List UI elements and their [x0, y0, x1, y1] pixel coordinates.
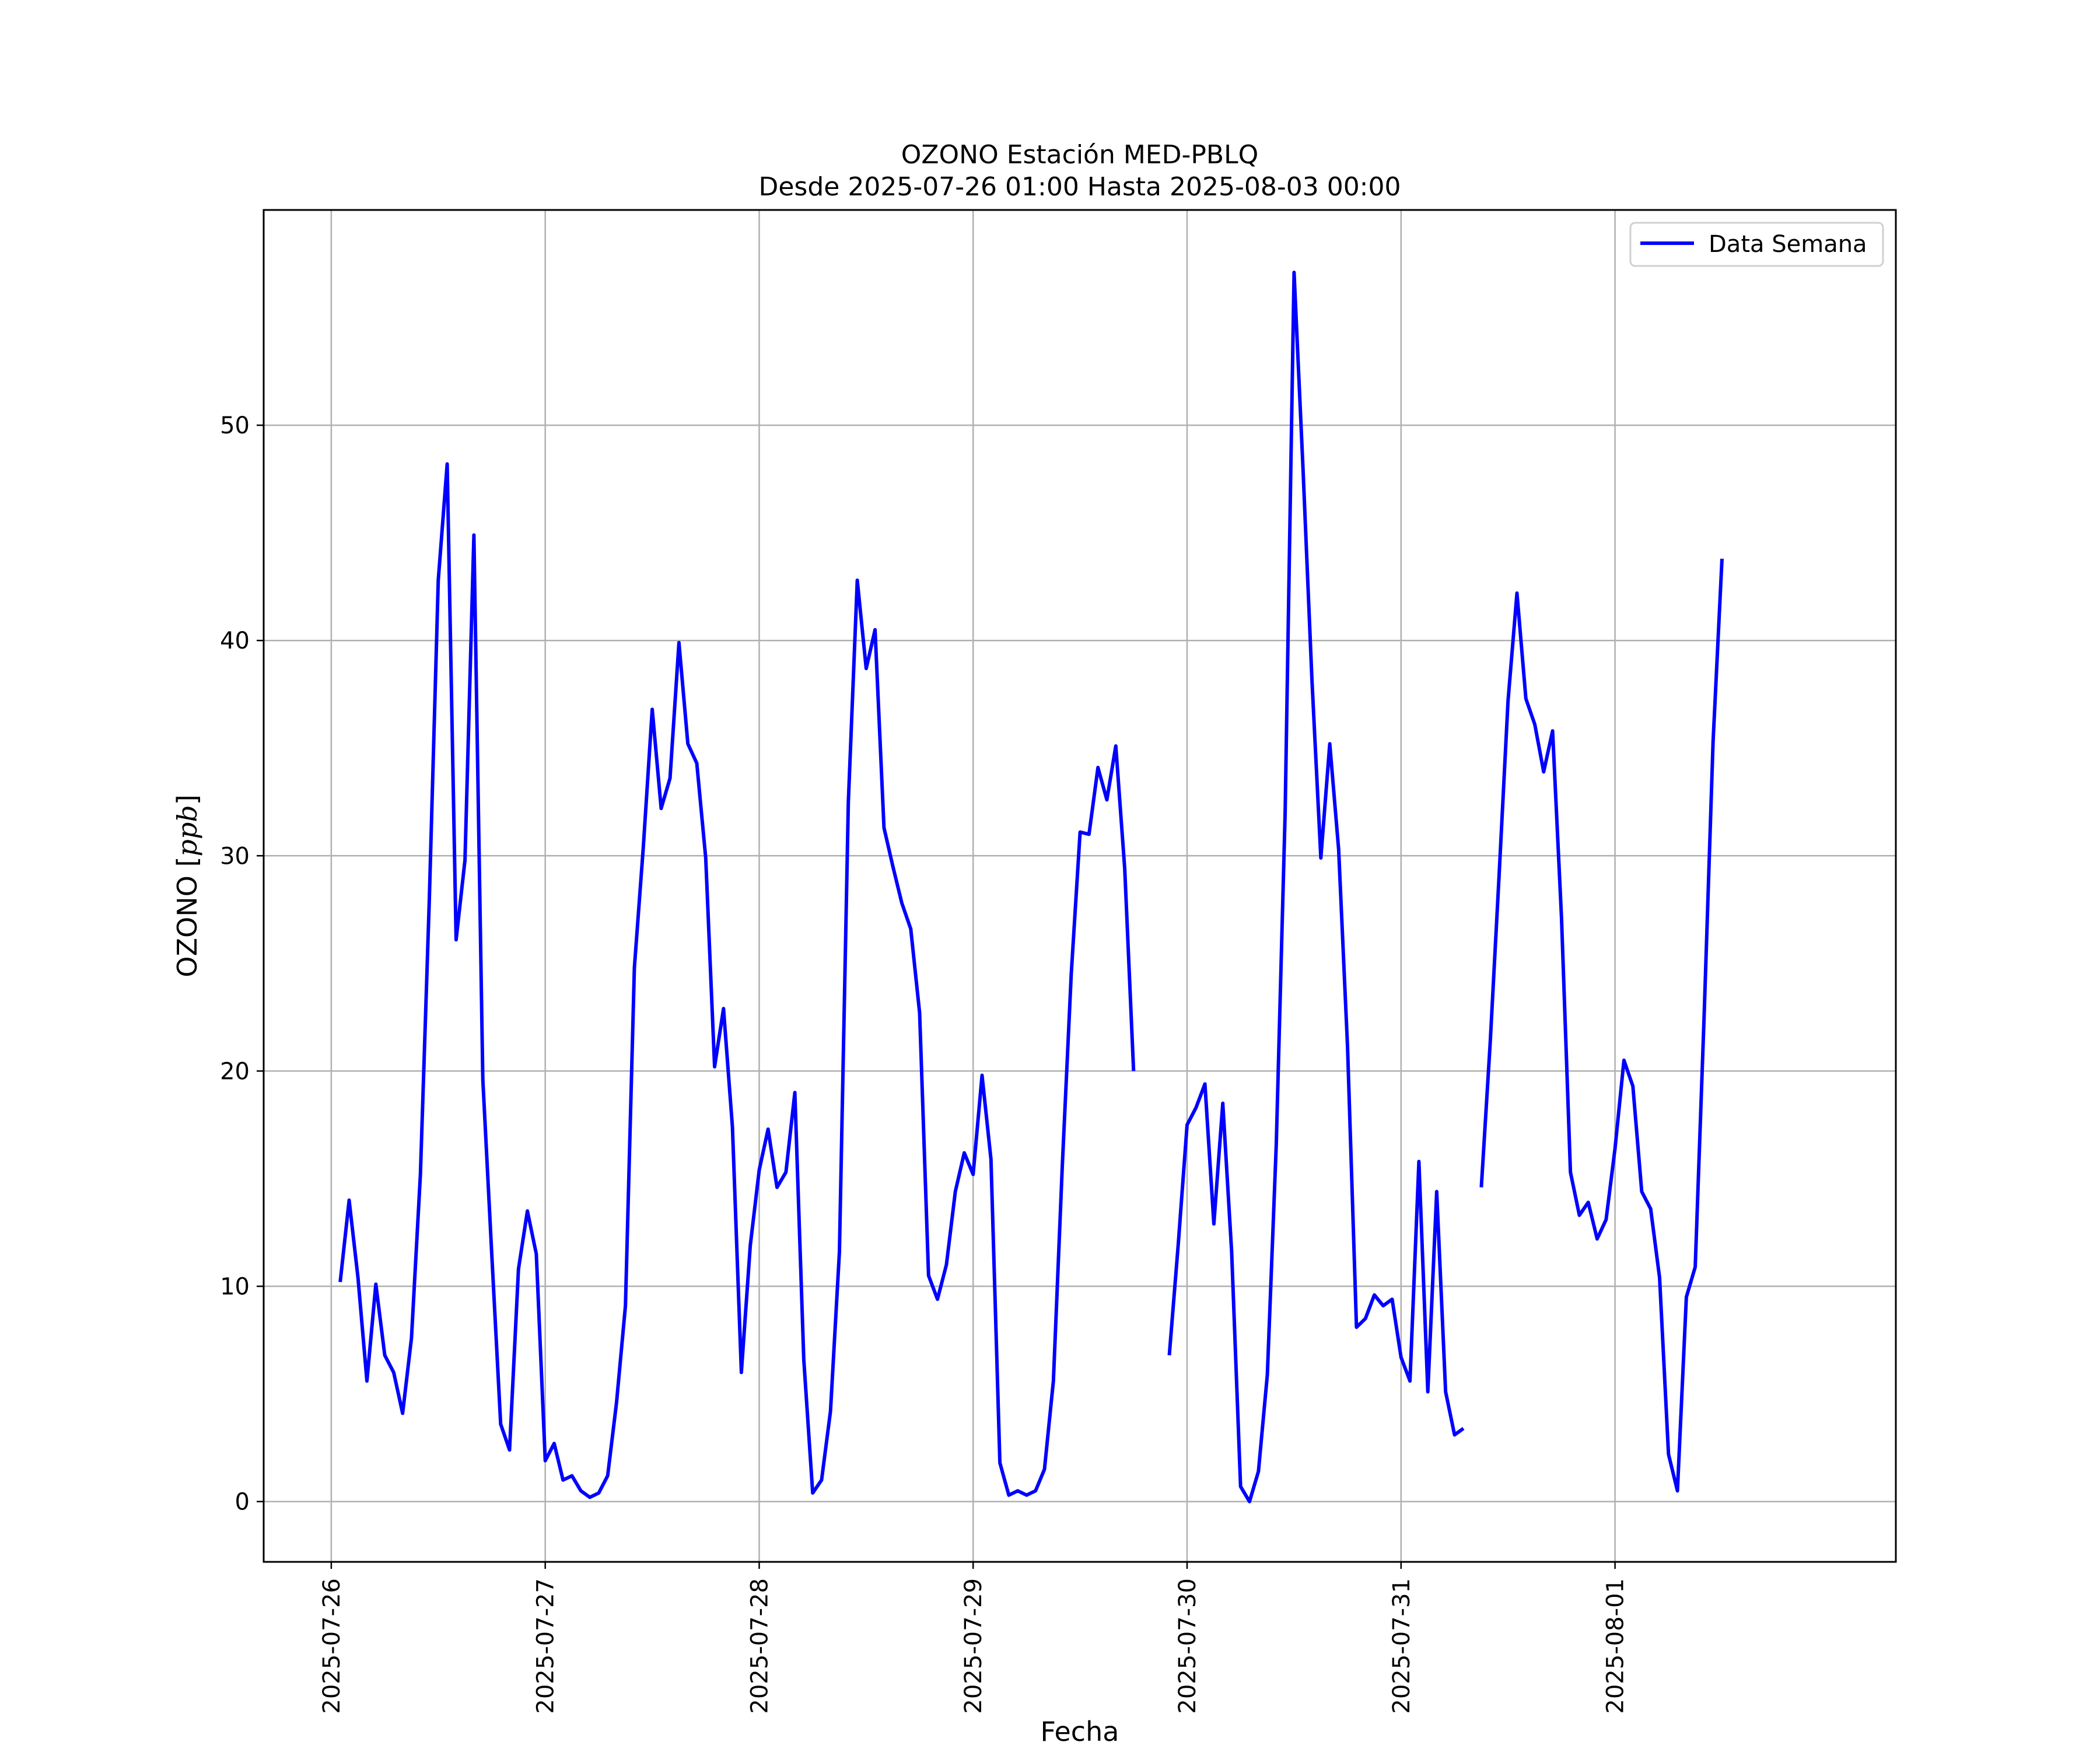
- x-tick-label: 2025-07-29: [960, 1578, 987, 1714]
- y-axis-label-unit: ppb: [172, 805, 203, 856]
- series-line-data-semana: [338, 271, 1724, 1504]
- legend-box: [1629, 222, 1884, 267]
- y-tick-label: 30: [220, 843, 250, 870]
- x-tick-label: 2025-08-01: [1602, 1578, 1629, 1714]
- y-tick-label: 0: [235, 1489, 250, 1516]
- x-tick-label: 2025-07-28: [747, 1578, 774, 1714]
- x-axis-ticks: 2025-07-26 2025-07-27 2025-07-28 2025-07-29…: [318, 1562, 1629, 1714]
- y-tick-label: 20: [220, 1058, 250, 1085]
- x-tick-label: 2025-07-26: [318, 1578, 345, 1714]
- y-tick-label: 10: [220, 1274, 250, 1301]
- x-tick-label: 2025-07-27: [533, 1578, 559, 1714]
- chart-subtitle: Desde 2025-07-26 01:00 Hasta 2025-08-03 …: [758, 172, 1401, 202]
- y-axis-ticks: 0 10 20 30 40 50: [220, 412, 264, 1516]
- x-tick-label: 2025-07-31: [1388, 1578, 1415, 1714]
- y-tick-label: 50: [220, 412, 250, 439]
- plot-frame: [262, 209, 1897, 1563]
- x-axis-label: Fecha: [1041, 1716, 1119, 1747]
- y-axis-label-suffix: ]: [172, 794, 203, 805]
- chart-title: OZONO Estación MED-PBLQ: [901, 140, 1258, 170]
- legend: Data Semana: [1629, 222, 1884, 267]
- y-axis-label: OZONO [ppb]: [172, 794, 203, 977]
- y-tick-label: 40: [220, 628, 250, 654]
- y-axis-label-prefix: OZONO [: [172, 857, 203, 977]
- series-layer: [338, 271, 1724, 1504]
- x-tick-label: 2025-07-30: [1174, 1578, 1201, 1714]
- legend-label: Data Semana: [1709, 231, 1867, 258]
